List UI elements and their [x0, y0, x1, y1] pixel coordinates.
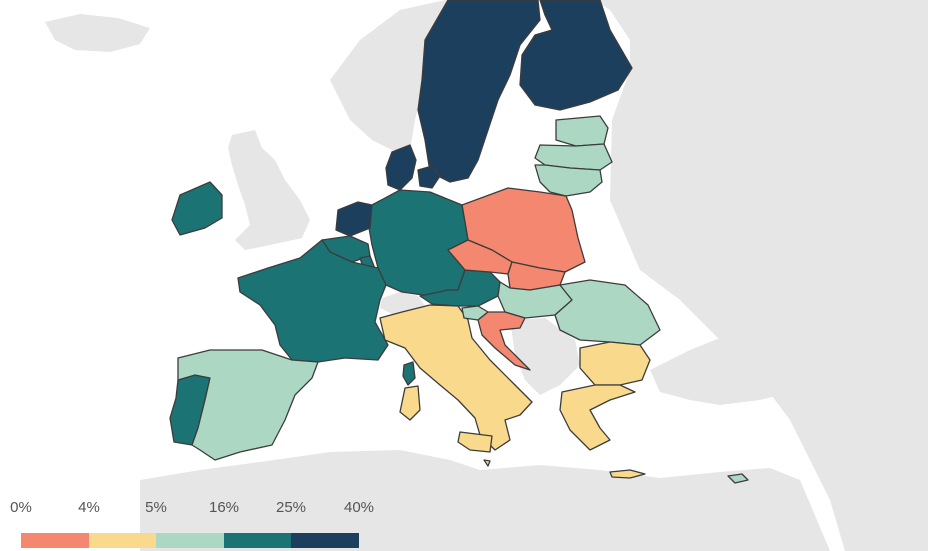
region-italy[interactable]: [379, 304, 533, 451]
region-lithuania[interactable]: [534, 164, 603, 197]
land-north-africa: [140, 450, 830, 551]
region-malta[interactable]: [483, 459, 491, 467]
legend-tick-0: 0%: [10, 499, 32, 516]
region-greece[interactable]: [559, 384, 636, 451]
legend-swatch-2: [156, 533, 224, 548]
legend-swatch-3: [223, 533, 292, 548]
legend-swatch-0: [21, 533, 89, 548]
land-greenland-iceland: [45, 14, 150, 52]
legend-swatch-1: [88, 533, 157, 548]
legend-tick-4: 25%: [275, 499, 307, 516]
region-sweden[interactable]: [417, 0, 541, 183]
background-land: [45, 0, 928, 551]
land-turkey: [650, 320, 825, 405]
legend-tick-5: 40%: [343, 499, 375, 516]
region-sardinia[interactable]: [399, 385, 421, 421]
region-bulgaria[interactable]: [579, 341, 651, 386]
eu-countries: [169, 0, 749, 484]
region-denmark-zealand[interactable]: [417, 165, 441, 189]
land-great-britain: [228, 130, 310, 250]
legend-tick-3: 16%: [208, 499, 240, 516]
region-sicily[interactable]: [457, 431, 493, 453]
legend-swatch-4: [291, 533, 359, 548]
land-russia: [595, 0, 928, 551]
legend-color-bar: [21, 533, 359, 548]
region-netherlands[interactable]: [335, 201, 373, 237]
legend-tick-1: 4%: [78, 499, 100, 516]
legend-tick-2: 5%: [145, 499, 167, 516]
region-romania[interactable]: [554, 279, 661, 346]
region-france[interactable]: [237, 239, 389, 363]
region-estonia[interactable]: [555, 115, 609, 147]
region-ireland[interactable]: [171, 181, 223, 236]
region-crete[interactable]: [609, 469, 646, 479]
region-spain[interactable]: [177, 349, 319, 461]
land-norway-north: [330, 0, 450, 150]
region-croatia[interactable]: [477, 311, 531, 371]
region-cyprus[interactable]: [727, 473, 749, 484]
region-denmark[interactable]: [385, 144, 417, 191]
legend-tick-labels: 0% 4% 5% 16% 25% 40%: [0, 499, 400, 519]
land-balkans: [510, 318, 580, 395]
region-corsica[interactable]: [402, 361, 416, 386]
land-scandinavia-islands: [640, 0, 740, 45]
region-finland[interactable]: [519, 0, 633, 111]
